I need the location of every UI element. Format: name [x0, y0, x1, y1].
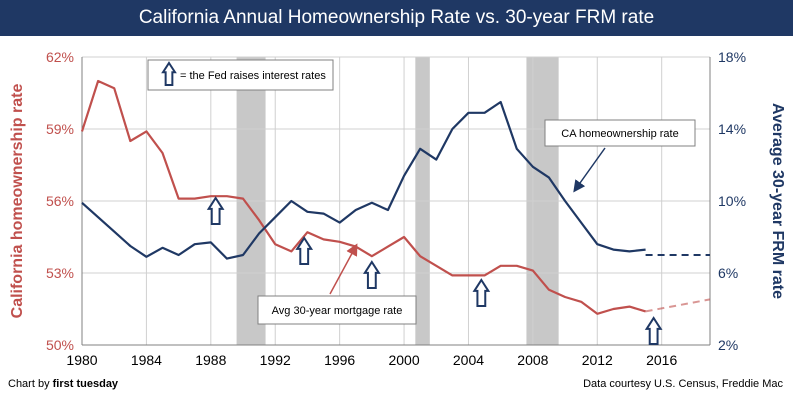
x-tick-label: 1980 [66, 352, 97, 368]
y-left-tick-label: 59% [46, 121, 74, 137]
y-right-axis-title: Average 30-year FRM rate [769, 103, 786, 299]
x-tick-label: 2004 [453, 352, 484, 368]
y-left-tick-label: 53% [46, 265, 74, 281]
x-tick-label: 2008 [517, 352, 548, 368]
x-tick-label: 1992 [260, 352, 291, 368]
ca-label-pointer [573, 147, 606, 193]
homeownership-line [80, 79, 646, 315]
annotations: = the Fed raises interest rates CA homeo… [147, 59, 696, 325]
homeownership-projection [645, 298, 711, 313]
y-left-axis-title: California homeownership rate [9, 84, 26, 319]
ca-label-text: CA homeownership rate [561, 128, 678, 140]
credit-brand: first tuesday [52, 378, 119, 390]
fed-raise-arrow-icon [295, 236, 314, 265]
axes: 62% 18% 59% 14% 56% 10% 53% 6% 50% 2% 1980 1984 1988… [9, 49, 786, 368]
y-left-tick-label: 56% [46, 193, 74, 209]
series [80, 79, 711, 315]
mortgage-rate-line [81, 100, 646, 260]
data-source: Data courtesy U.S. Census, Freddie Mac [583, 378, 783, 390]
y-right-tick-label: 10% [718, 193, 746, 209]
x-tick-label: 2000 [388, 352, 419, 368]
y-right-tick-label: 14% [718, 121, 746, 137]
fed-raise-arrow-icon [472, 278, 491, 307]
fed-arrows [206, 196, 663, 345]
x-tick-label: 1988 [195, 352, 226, 368]
frm-label-pointer [329, 243, 358, 295]
ca-label-box [544, 119, 696, 147]
x-tick-label: 2016 [646, 352, 677, 368]
y-left-tick-label: 50% [46, 337, 74, 353]
y-right-tick-label: 18% [718, 49, 746, 65]
y-left-tick-label: 62% [46, 49, 74, 65]
y-right-tick-label: 2% [718, 337, 738, 353]
frm-label-text: Avg 30-year mortgage rate [272, 305, 403, 317]
y-right-tick-label: 6% [718, 265, 738, 281]
credit-prefix: Chart by [8, 378, 50, 390]
fed-raise-arrow-icon [206, 196, 225, 225]
x-tick-label: 2012 [582, 352, 613, 368]
fed-legend-text: = the Fed raises interest rates [180, 70, 326, 82]
x-tick-label: 1984 [131, 352, 162, 368]
fed-raise-arrow-icon [363, 260, 381, 289]
fed-legend-arrow-icon [161, 61, 177, 86]
chart-credit: Chart by first tuesday [8, 378, 118, 390]
chart-title: California Annual Homeownership Rate vs.… [0, 0, 793, 36]
frm-label-box [257, 295, 417, 325]
fed-raise-arrow-icon [644, 316, 663, 345]
fed-legend-box [147, 59, 334, 91]
x-tick-label: 1996 [324, 352, 355, 368]
